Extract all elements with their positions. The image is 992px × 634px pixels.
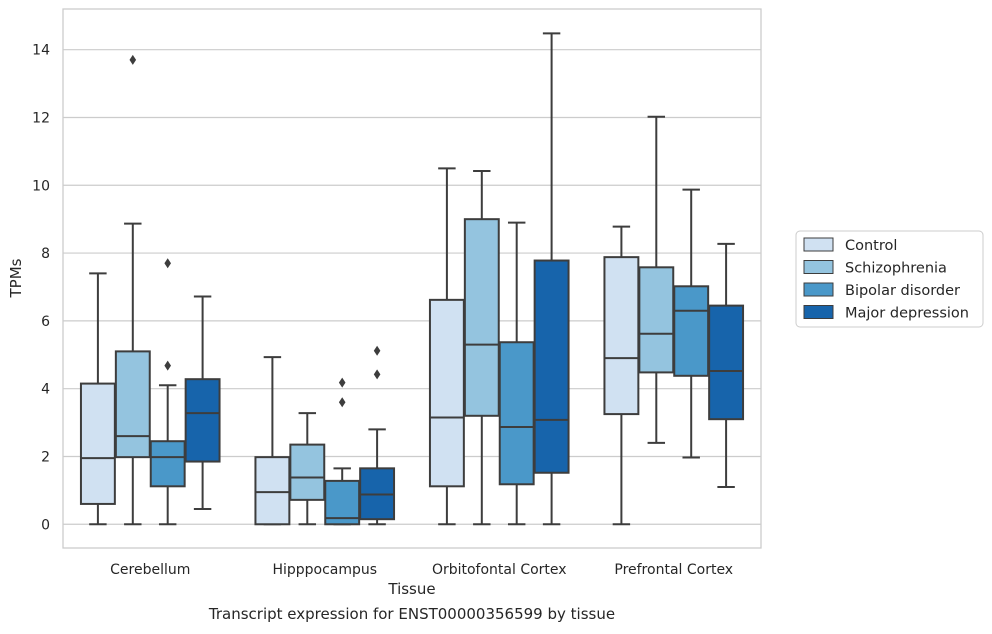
box-iqr [184,378,221,463]
legend-frame [795,230,984,328]
box-control [428,167,465,526]
box-plot-series [79,32,745,526]
box-control [603,225,640,526]
outlier-point [164,360,171,371]
box-iqr [114,350,151,459]
box-schizophrenia [463,170,500,526]
plot-frame [62,8,762,549]
x-tick-label: Cerebellum [110,562,190,578]
box-iqr [324,479,361,526]
box-bipolar-disorder [324,377,361,526]
legend-swatch [803,237,834,252]
y-tick-label: 14 [32,43,50,59]
box-major-depression [184,295,221,511]
y-tick-label: 10 [32,178,50,194]
y-axis-ticks: 0 2 4 6 8 10 12 14 [32,43,50,534]
y-tick-label: 8 [41,246,50,262]
y-tick-label: 6 [41,314,50,330]
box-control [79,272,116,526]
x-axis-label: Tissue [387,580,435,598]
box-iqr [79,382,116,505]
legend-swatch [803,282,834,297]
y-axis-label: TPMs [7,258,25,298]
box-iqr [463,218,500,417]
box-iqr [498,341,535,486]
box-bipolar-disorder [673,188,710,459]
box-iqr [149,440,186,488]
figure-caption: Transcript expression for ENST0000035659… [208,605,616,623]
box-major-depression [533,32,570,526]
legend-swatch [803,260,834,274]
legend-label: Schizophrenia [845,261,947,277]
y-tick-label: 12 [32,110,50,126]
x-axis-ticks: Cerebellum Hipppocampus Orbitofontal Corte… [110,562,733,578]
box-schizophrenia [114,54,151,526]
legend-label: Bipolar disorder [845,283,960,299]
y-tick-label: 0 [41,517,50,533]
y-tick-label: 4 [41,382,50,398]
box-iqr [428,298,465,488]
box-iqr [289,443,326,501]
x-tick-label: Prefrontal Cortex [614,562,733,578]
outlier-point [373,345,381,356]
outlier-point [373,369,381,380]
box-iqr [638,266,675,374]
box-major-depression [359,345,396,526]
y-tick-label: 2 [41,449,50,465]
box-iqr [603,256,640,416]
box-schizophrenia [638,115,675,444]
legend: Control Schizophrenia Bipolar disorder Majo… [795,230,984,328]
legend-swatch [803,305,834,319]
box-iqr [254,456,291,526]
box-control [254,356,291,526]
outlier-point [338,397,346,408]
box-iqr [673,285,710,377]
box-bipolar-disorder [498,221,535,526]
x-tick-label: Orbitofontal Cortex [432,562,567,578]
outlier-point [129,54,137,65]
outlier-point [164,258,171,269]
box-bipolar-disorder [149,258,186,526]
outlier-point [338,377,346,388]
box-iqr [533,259,570,474]
legend-label: Major depression [845,306,969,322]
legend-label: Control [845,238,897,254]
box-schizophrenia [289,412,326,526]
box-iqr [708,304,745,421]
x-tick-label: Hipppocampus [272,562,377,578]
box-major-depression [708,242,745,488]
